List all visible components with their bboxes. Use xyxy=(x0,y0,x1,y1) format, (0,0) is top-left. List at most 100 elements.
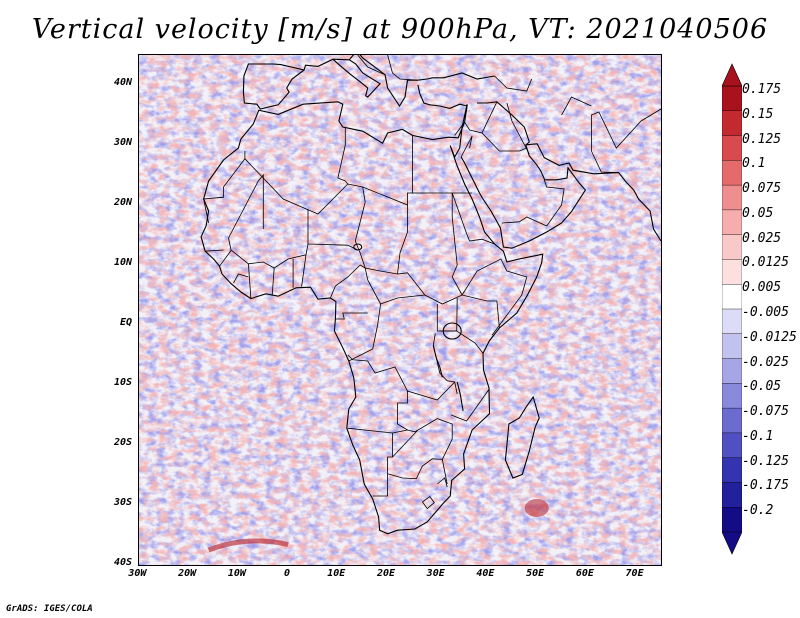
map-title: Vertical velocity [m/s] at 900hPa, VT: 2… xyxy=(31,14,769,45)
country-border xyxy=(451,192,495,245)
lon-tick-label: 10W xyxy=(227,568,246,579)
madagascar-coastline xyxy=(504,395,540,479)
colorbar-swatch xyxy=(722,308,742,335)
country-border xyxy=(437,477,448,488)
colorbar-label: 0.025 xyxy=(742,230,782,246)
colorbar-swatch xyxy=(722,85,742,112)
country-border xyxy=(354,186,398,275)
colorbar-label: 0.005 xyxy=(742,280,782,296)
lon-tick-label: 70E xyxy=(625,568,644,579)
country-border xyxy=(233,273,249,284)
colorbar-label: -0.025 xyxy=(742,354,789,370)
colorbar-label: -0.005 xyxy=(742,305,789,320)
country-border xyxy=(590,108,661,151)
africa-map xyxy=(139,55,661,565)
country-border xyxy=(228,173,264,239)
country-border xyxy=(561,96,592,116)
lon-tick-label: 20W xyxy=(178,568,197,579)
country-border xyxy=(219,250,232,267)
lon-tick-label: 50E xyxy=(526,568,545,579)
lake-malawi xyxy=(456,381,464,411)
country-border xyxy=(203,151,246,200)
colorbar-label: -0.1 xyxy=(742,428,774,444)
colorbar-swatch xyxy=(722,259,742,285)
lat-tick-label: 20N xyxy=(113,197,132,208)
lon-tick-label: 10E xyxy=(327,568,346,579)
country-border xyxy=(337,127,349,185)
country-border xyxy=(591,150,619,173)
country-border xyxy=(494,75,533,92)
lon-tick-label: 40E xyxy=(476,568,495,579)
lake-chad xyxy=(353,243,363,251)
colorbar-label: -0.05 xyxy=(742,379,782,395)
lat-tick-label: 30S xyxy=(113,497,132,508)
colorbar-label: 0.1 xyxy=(742,156,766,172)
country-border xyxy=(387,458,443,480)
colorbar-swatch xyxy=(722,358,742,385)
country-border xyxy=(301,254,307,287)
italy-coastline xyxy=(332,58,381,98)
country-border xyxy=(422,496,435,510)
colorbar-swatch xyxy=(722,383,742,409)
colorbar-swatch xyxy=(722,482,742,508)
colorbar-swatch xyxy=(722,432,742,459)
lat-tick-label: EQ xyxy=(119,317,132,328)
lat-tick-label: 20S xyxy=(113,437,132,448)
colorbar-swatch xyxy=(722,160,742,186)
lon-tick-label: 60E xyxy=(575,568,594,579)
colorbar-swatch xyxy=(722,234,742,261)
country-border xyxy=(481,101,498,134)
country-border xyxy=(380,294,425,305)
country-border xyxy=(347,354,455,401)
colorbar-label: -0.125 xyxy=(742,453,789,469)
colorbar-label: 0.125 xyxy=(742,131,782,147)
lon-tick-label: 30W xyxy=(128,568,147,579)
lat-tick-label: 10S xyxy=(113,377,132,388)
colorbar-swatch xyxy=(722,184,742,211)
colorbar xyxy=(722,63,742,555)
country-border xyxy=(543,179,565,227)
colorbar-label: -0.075 xyxy=(742,404,789,420)
country-border xyxy=(271,267,275,296)
lat-tick-label: 40S xyxy=(113,557,132,568)
country-border xyxy=(451,193,463,296)
turkey-coastline xyxy=(417,84,468,109)
europe-coastline xyxy=(242,55,495,108)
strong-ascent-region xyxy=(524,499,549,517)
colorbar-label: 0.05 xyxy=(742,205,774,221)
colorbar-swatch xyxy=(722,407,742,434)
country-borders xyxy=(203,55,661,510)
colorbar-min-arrow xyxy=(722,531,742,555)
colorbar-swatch xyxy=(722,507,742,533)
colorbar-label: 0.15 xyxy=(742,106,774,122)
colorbar-swatch xyxy=(722,457,742,484)
colorbar-label: -0.0125 xyxy=(742,329,797,345)
country-border xyxy=(335,312,368,320)
colorbar-swatch xyxy=(722,209,742,236)
africa-coastline xyxy=(200,101,544,535)
country-border xyxy=(228,237,358,269)
colorbar-swatch xyxy=(722,333,742,360)
lon-tick-label: 20E xyxy=(376,568,396,579)
country-border xyxy=(205,249,224,252)
colorbar-label: -0.175 xyxy=(742,478,789,494)
colorbar-label: 0.175 xyxy=(742,82,782,97)
colorbar-max-arrow xyxy=(722,63,742,87)
country-border xyxy=(432,333,458,395)
country-border xyxy=(387,55,418,81)
colorbar-swatch xyxy=(722,110,742,137)
lat-tick-label: 30N xyxy=(113,137,132,148)
country-border xyxy=(461,258,528,336)
country-border xyxy=(501,216,547,227)
country-border xyxy=(451,388,490,422)
colorbar-label: 0.0125 xyxy=(742,255,789,271)
country-border xyxy=(436,297,458,332)
country-border xyxy=(330,264,382,362)
map-panel xyxy=(138,54,662,566)
country-border xyxy=(460,135,473,158)
upward-motion-field xyxy=(139,55,661,565)
colorbar-swatch xyxy=(722,135,742,162)
lon-tick-label: 30E xyxy=(426,568,445,579)
colorbar-label: 0.075 xyxy=(742,181,782,197)
country-border xyxy=(506,102,530,155)
